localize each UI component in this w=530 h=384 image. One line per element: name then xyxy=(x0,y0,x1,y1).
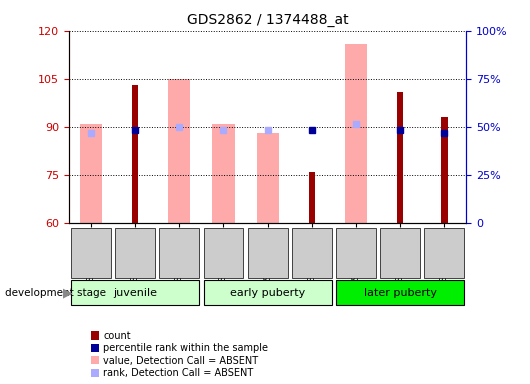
Bar xyxy=(168,79,190,223)
Legend: count, percentile rank within the sample, value, Detection Call = ABSENT, rank, : count, percentile rank within the sample… xyxy=(90,330,269,379)
Bar xyxy=(80,124,102,223)
Text: juvenile: juvenile xyxy=(113,288,157,298)
Bar xyxy=(213,124,234,223)
Bar xyxy=(257,133,279,223)
Bar xyxy=(308,172,315,223)
Text: later puberty: later puberty xyxy=(364,288,437,298)
Bar xyxy=(345,43,367,223)
Bar xyxy=(441,117,448,223)
Bar xyxy=(132,85,138,223)
Bar xyxy=(397,91,403,223)
Text: development stage: development stage xyxy=(5,288,107,298)
Text: early puberty: early puberty xyxy=(230,288,305,298)
Title: GDS2862 / 1374488_at: GDS2862 / 1374488_at xyxy=(187,13,348,27)
Text: ▶: ▶ xyxy=(63,286,73,299)
